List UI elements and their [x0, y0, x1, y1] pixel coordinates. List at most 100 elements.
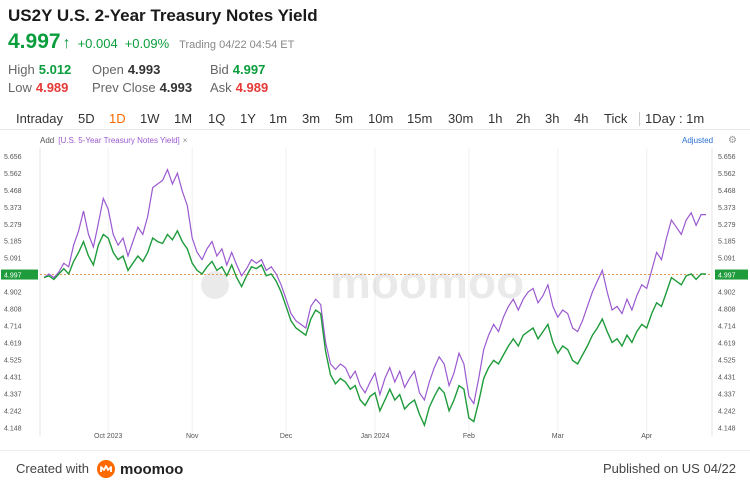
y-tick-right-10: 4.714: [718, 323, 736, 330]
y-tick-left-7: 4.997: [4, 273, 22, 280]
stat-prev-close: Prev Close 4.993: [92, 80, 192, 95]
stat-prev-close-label: Prev Close: [92, 80, 156, 95]
y-tick-left-14: 4.337: [4, 391, 22, 398]
period-tabs: Intraday 5D 1D 1W 1M 1Q 1Y 1m 3m 5m 10m …: [0, 108, 750, 130]
y-tick-right-11: 4.619: [718, 341, 736, 348]
tab-3h[interactable]: 3h: [545, 111, 560, 126]
stat-low: Low 4.989: [8, 80, 68, 95]
tab-1min[interactable]: 1m: [269, 111, 288, 126]
tab-10min[interactable]: 10m: [368, 111, 394, 126]
y-tick-right-0: 5.656: [718, 154, 736, 161]
tab-30min[interactable]: 30m: [448, 111, 474, 126]
watermark-text: moomoo: [330, 256, 524, 308]
stat-high-label: High: [8, 62, 35, 77]
created-with-text: Created with: [16, 461, 89, 476]
tab-tick[interactable]: Tick: [604, 111, 628, 126]
y-tick-right-5: 5.185: [718, 239, 736, 246]
y-tick-right-1: 5.562: [718, 171, 736, 178]
stat-open: Open 4.993: [92, 62, 160, 77]
y-tick-right-4: 5.279: [718, 222, 736, 229]
tab-2h[interactable]: 2h: [516, 111, 531, 126]
up-arrow-icon: ↑: [62, 35, 71, 52]
close-icon[interactable]: ×: [182, 136, 188, 145]
tab-1m[interactable]: 1M: [174, 111, 193, 126]
stat-bid-value: 4.997: [232, 62, 266, 77]
stat-high-value: 5.012: [38, 62, 72, 77]
y-tick-right-12: 4.525: [718, 358, 736, 365]
y-tick-left-6: 5.091: [4, 256, 22, 263]
tab-1d[interactable]: 1D: [109, 111, 126, 126]
yield-chart: moomoo 5.656 5.562 5.468 5.373 5.279 5.185 5.0…: [1, 148, 748, 440]
trading-status: Trading 04/22 04:54 ET: [179, 39, 295, 51]
page-title: US2Y U.S. 2-Year Treasury Notes Yield: [8, 6, 318, 25]
current-price-tag-left: [1, 269, 38, 280]
last-price: 4.997: [8, 30, 61, 53]
y-tick-right-14: 4.337: [718, 391, 736, 398]
series-line-us5y: [43, 167, 706, 406]
moomoo-logo-icon: [97, 460, 115, 478]
tab-1day-1m[interactable]: 1Day : 1m: [645, 111, 705, 126]
y-tick-left-8: 4.902: [4, 290, 22, 297]
y-tick-left-9: 4.808: [4, 307, 22, 314]
y-tick-left-10: 4.714: [4, 323, 22, 330]
y-tick-left-16: 4.148: [4, 425, 22, 432]
stat-open-label: Open: [92, 62, 124, 77]
stat-ask: Ask 4.989: [210, 80, 268, 95]
y-tick-right-3: 5.373: [718, 205, 736, 212]
y-tick-left-11: 4.619: [4, 341, 22, 348]
y-tick-left-2: 5.468: [4, 188, 22, 195]
x-tick-1: Nov: [186, 433, 199, 440]
x-tick-5: Mar: [552, 433, 565, 440]
x-axis: Oct 2023 Nov Dec Jan 2024 Feb Mar Apr: [94, 433, 653, 440]
y-tick-right-13: 4.431: [718, 374, 736, 381]
tab-4h[interactable]: 4h: [574, 111, 589, 126]
stat-ask-label: Ask: [210, 80, 232, 95]
add-compare-button[interactable]: Add: [40, 136, 55, 145]
y-tick-left-3: 5.373: [4, 205, 22, 212]
stat-low-label: Low: [8, 80, 32, 95]
y-tick-right-6: 5.091: [718, 256, 736, 263]
stat-prev-close-value: 4.993: [159, 80, 193, 95]
moomoo-logo-text: moomoo: [120, 460, 184, 478]
chart-grid: [39, 148, 713, 436]
tab-intraday[interactable]: Intraday: [16, 111, 63, 126]
y-tick-left-4: 5.279: [4, 222, 22, 229]
y-tick-right-8: 4.902: [718, 290, 736, 297]
y-tick-left-15: 4.242: [4, 408, 22, 415]
stat-bid: Bid 4.997: [210, 62, 265, 77]
tab-5d[interactable]: 5D: [78, 111, 95, 126]
x-tick-2: Dec: [280, 433, 293, 440]
stat-high: High 5.012: [8, 62, 71, 77]
y-tick-right-15: 4.242: [718, 408, 736, 415]
compare-series-label[interactable]: [U.S. 5-Year Treasury Notes Yield]: [58, 136, 180, 145]
y-tick-left-12: 4.525: [4, 358, 22, 365]
y-tick-left-1: 5.562: [4, 171, 22, 178]
tab-15min[interactable]: 15m: [407, 111, 433, 126]
y-axis-left: 5.656 5.562 5.468 5.373 5.279 5.185 5.091 4.997…: [1, 154, 38, 432]
x-tick-4: Feb: [463, 433, 475, 440]
y-tick-right-16: 4.148: [718, 425, 736, 432]
x-tick-3: Jan 2024: [361, 433, 390, 440]
tab-1q[interactable]: 1Q: [208, 111, 226, 126]
y-tick-left-5: 5.185: [4, 239, 22, 246]
tab-5min[interactable]: 5m: [335, 111, 354, 126]
price-change: +0.004: [77, 36, 118, 51]
tab-divider: [639, 112, 640, 126]
x-tick-6: Apr: [641, 433, 653, 440]
compare-legend: Add [U.S. 5-Year Treasury Notes Yield] ×: [40, 136, 187, 145]
y-tick-left-0: 5.656: [4, 154, 22, 161]
tab-1y[interactable]: 1Y: [240, 111, 256, 126]
adjusted-toggle[interactable]: Adjusted: [682, 136, 714, 145]
y-tick-right-2: 5.468: [718, 188, 736, 195]
tab-1h[interactable]: 1h: [488, 111, 503, 126]
y-tick-left-13: 4.431: [4, 374, 22, 381]
moomoo-logo[interactable]: moomoo: [96, 459, 183, 479]
stat-low-value: 4.989: [35, 80, 69, 95]
moomoo-watermark: moomoo: [201, 256, 524, 308]
tab-1w[interactable]: 1W: [140, 111, 160, 126]
tab-3min[interactable]: 3m: [302, 111, 321, 126]
gear-icon[interactable]: ⚙: [728, 135, 737, 146]
y-tick-right-9: 4.808: [718, 307, 736, 314]
published-date: Published on US 04/22: [603, 461, 736, 476]
price-row: 4.997 ↑ +0.004 +0.09% Trading 04/22 04:5…: [8, 30, 294, 54]
